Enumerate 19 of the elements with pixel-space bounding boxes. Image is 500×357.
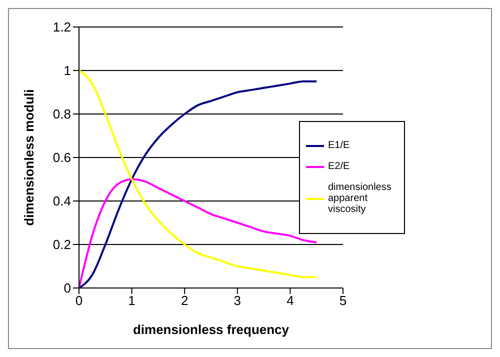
legend-label: E1/E: [328, 140, 350, 151]
x-tick-label: 3: [234, 293, 242, 308]
x-tick-label: 0: [75, 293, 83, 308]
y-tick-label: 0.6: [52, 150, 71, 166]
x-tick-label: 5: [339, 293, 347, 308]
y-tick-label: 0.2: [52, 237, 71, 252]
x-tick-label: 4: [286, 293, 294, 308]
x-axis-title: dimensionless frequency: [132, 322, 290, 337]
y-axis-title: dimensionless moduli: [22, 89, 37, 226]
y-tick-label: 0: [64, 280, 71, 296]
x-tick-label: 2: [180, 293, 188, 308]
line-series: [79, 178, 318, 288]
x-tick-label: 1: [128, 293, 136, 308]
legend-label: E2/E: [328, 161, 350, 172]
y-tick-label: 0.8: [52, 106, 71, 122]
y-tick-label: 0.4: [52, 194, 71, 209]
y-tick-label: 1.2: [52, 20, 71, 35]
legend-label: dimensionless apparent viscosity: [328, 182, 392, 215]
y-tick-label: 1: [64, 63, 71, 78]
